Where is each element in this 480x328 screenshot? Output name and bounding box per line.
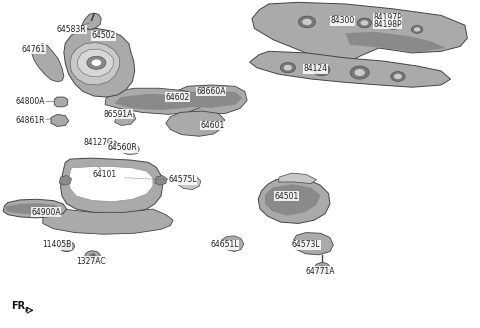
Circle shape bbox=[357, 18, 372, 28]
Circle shape bbox=[350, 66, 369, 79]
Circle shape bbox=[317, 67, 326, 73]
Text: 1327AC: 1327AC bbox=[76, 257, 106, 266]
Text: 64560R: 64560R bbox=[108, 143, 138, 152]
Text: 68660A: 68660A bbox=[196, 87, 226, 96]
Circle shape bbox=[387, 21, 399, 30]
Polygon shape bbox=[60, 158, 162, 214]
Polygon shape bbox=[77, 49, 113, 76]
Polygon shape bbox=[115, 112, 136, 125]
Circle shape bbox=[63, 244, 71, 249]
Polygon shape bbox=[105, 140, 118, 149]
Polygon shape bbox=[155, 175, 167, 185]
Text: FR.: FR. bbox=[11, 301, 29, 311]
Polygon shape bbox=[180, 91, 242, 108]
Circle shape bbox=[299, 16, 316, 28]
Polygon shape bbox=[81, 13, 101, 30]
Text: 64900A: 64900A bbox=[31, 208, 61, 217]
Circle shape bbox=[354, 69, 365, 76]
Circle shape bbox=[313, 64, 330, 76]
Circle shape bbox=[330, 16, 341, 24]
Polygon shape bbox=[70, 43, 120, 85]
Text: 64575L: 64575L bbox=[168, 175, 197, 184]
Circle shape bbox=[89, 254, 96, 259]
Polygon shape bbox=[105, 88, 204, 114]
Text: 84127G: 84127G bbox=[84, 138, 114, 147]
Circle shape bbox=[302, 19, 312, 25]
Polygon shape bbox=[292, 233, 333, 255]
Text: 64651L: 64651L bbox=[210, 240, 239, 250]
Circle shape bbox=[92, 59, 101, 66]
Text: 64601: 64601 bbox=[200, 121, 224, 130]
Text: 84300: 84300 bbox=[331, 16, 355, 26]
Polygon shape bbox=[265, 184, 321, 215]
Polygon shape bbox=[43, 209, 173, 234]
Circle shape bbox=[411, 26, 423, 33]
Polygon shape bbox=[115, 94, 192, 110]
Polygon shape bbox=[69, 167, 153, 202]
Circle shape bbox=[333, 17, 339, 22]
Text: 64602: 64602 bbox=[166, 92, 190, 102]
Circle shape bbox=[360, 20, 368, 26]
Text: 64761: 64761 bbox=[21, 45, 46, 53]
Polygon shape bbox=[174, 85, 247, 114]
Circle shape bbox=[85, 251, 100, 261]
Circle shape bbox=[315, 263, 330, 273]
Text: 64501: 64501 bbox=[275, 192, 299, 200]
Circle shape bbox=[414, 27, 420, 31]
Polygon shape bbox=[252, 2, 468, 64]
Polygon shape bbox=[59, 175, 72, 185]
Circle shape bbox=[394, 74, 402, 79]
Circle shape bbox=[87, 56, 106, 69]
Text: 11405B: 11405B bbox=[43, 240, 72, 250]
Polygon shape bbox=[32, 44, 64, 82]
Circle shape bbox=[390, 23, 396, 28]
Polygon shape bbox=[345, 32, 446, 52]
Circle shape bbox=[284, 65, 292, 71]
Polygon shape bbox=[25, 308, 28, 313]
Polygon shape bbox=[51, 114, 69, 126]
Polygon shape bbox=[120, 144, 140, 155]
Text: 64800A: 64800A bbox=[16, 97, 45, 106]
Text: 84124: 84124 bbox=[304, 64, 328, 73]
Polygon shape bbox=[166, 111, 225, 136]
Polygon shape bbox=[3, 199, 67, 218]
Polygon shape bbox=[178, 175, 201, 190]
Polygon shape bbox=[54, 97, 68, 107]
Polygon shape bbox=[5, 203, 62, 215]
Polygon shape bbox=[222, 236, 244, 252]
Text: 84197P: 84197P bbox=[373, 13, 402, 22]
Text: 64583R: 64583R bbox=[57, 25, 86, 34]
Circle shape bbox=[280, 62, 296, 73]
Text: 64502: 64502 bbox=[92, 31, 116, 40]
Text: 64771A: 64771A bbox=[306, 267, 335, 276]
Text: 64101: 64101 bbox=[93, 170, 117, 179]
Text: 64861R: 64861R bbox=[16, 116, 45, 125]
Circle shape bbox=[391, 72, 405, 81]
Polygon shape bbox=[258, 178, 330, 223]
Polygon shape bbox=[278, 173, 317, 184]
Text: 86591A: 86591A bbox=[103, 110, 132, 119]
Polygon shape bbox=[64, 29, 135, 97]
Circle shape bbox=[59, 241, 74, 252]
Polygon shape bbox=[250, 51, 451, 87]
Circle shape bbox=[319, 265, 326, 271]
Text: 64573L: 64573L bbox=[292, 240, 320, 250]
Text: 84198P: 84198P bbox=[373, 20, 402, 29]
